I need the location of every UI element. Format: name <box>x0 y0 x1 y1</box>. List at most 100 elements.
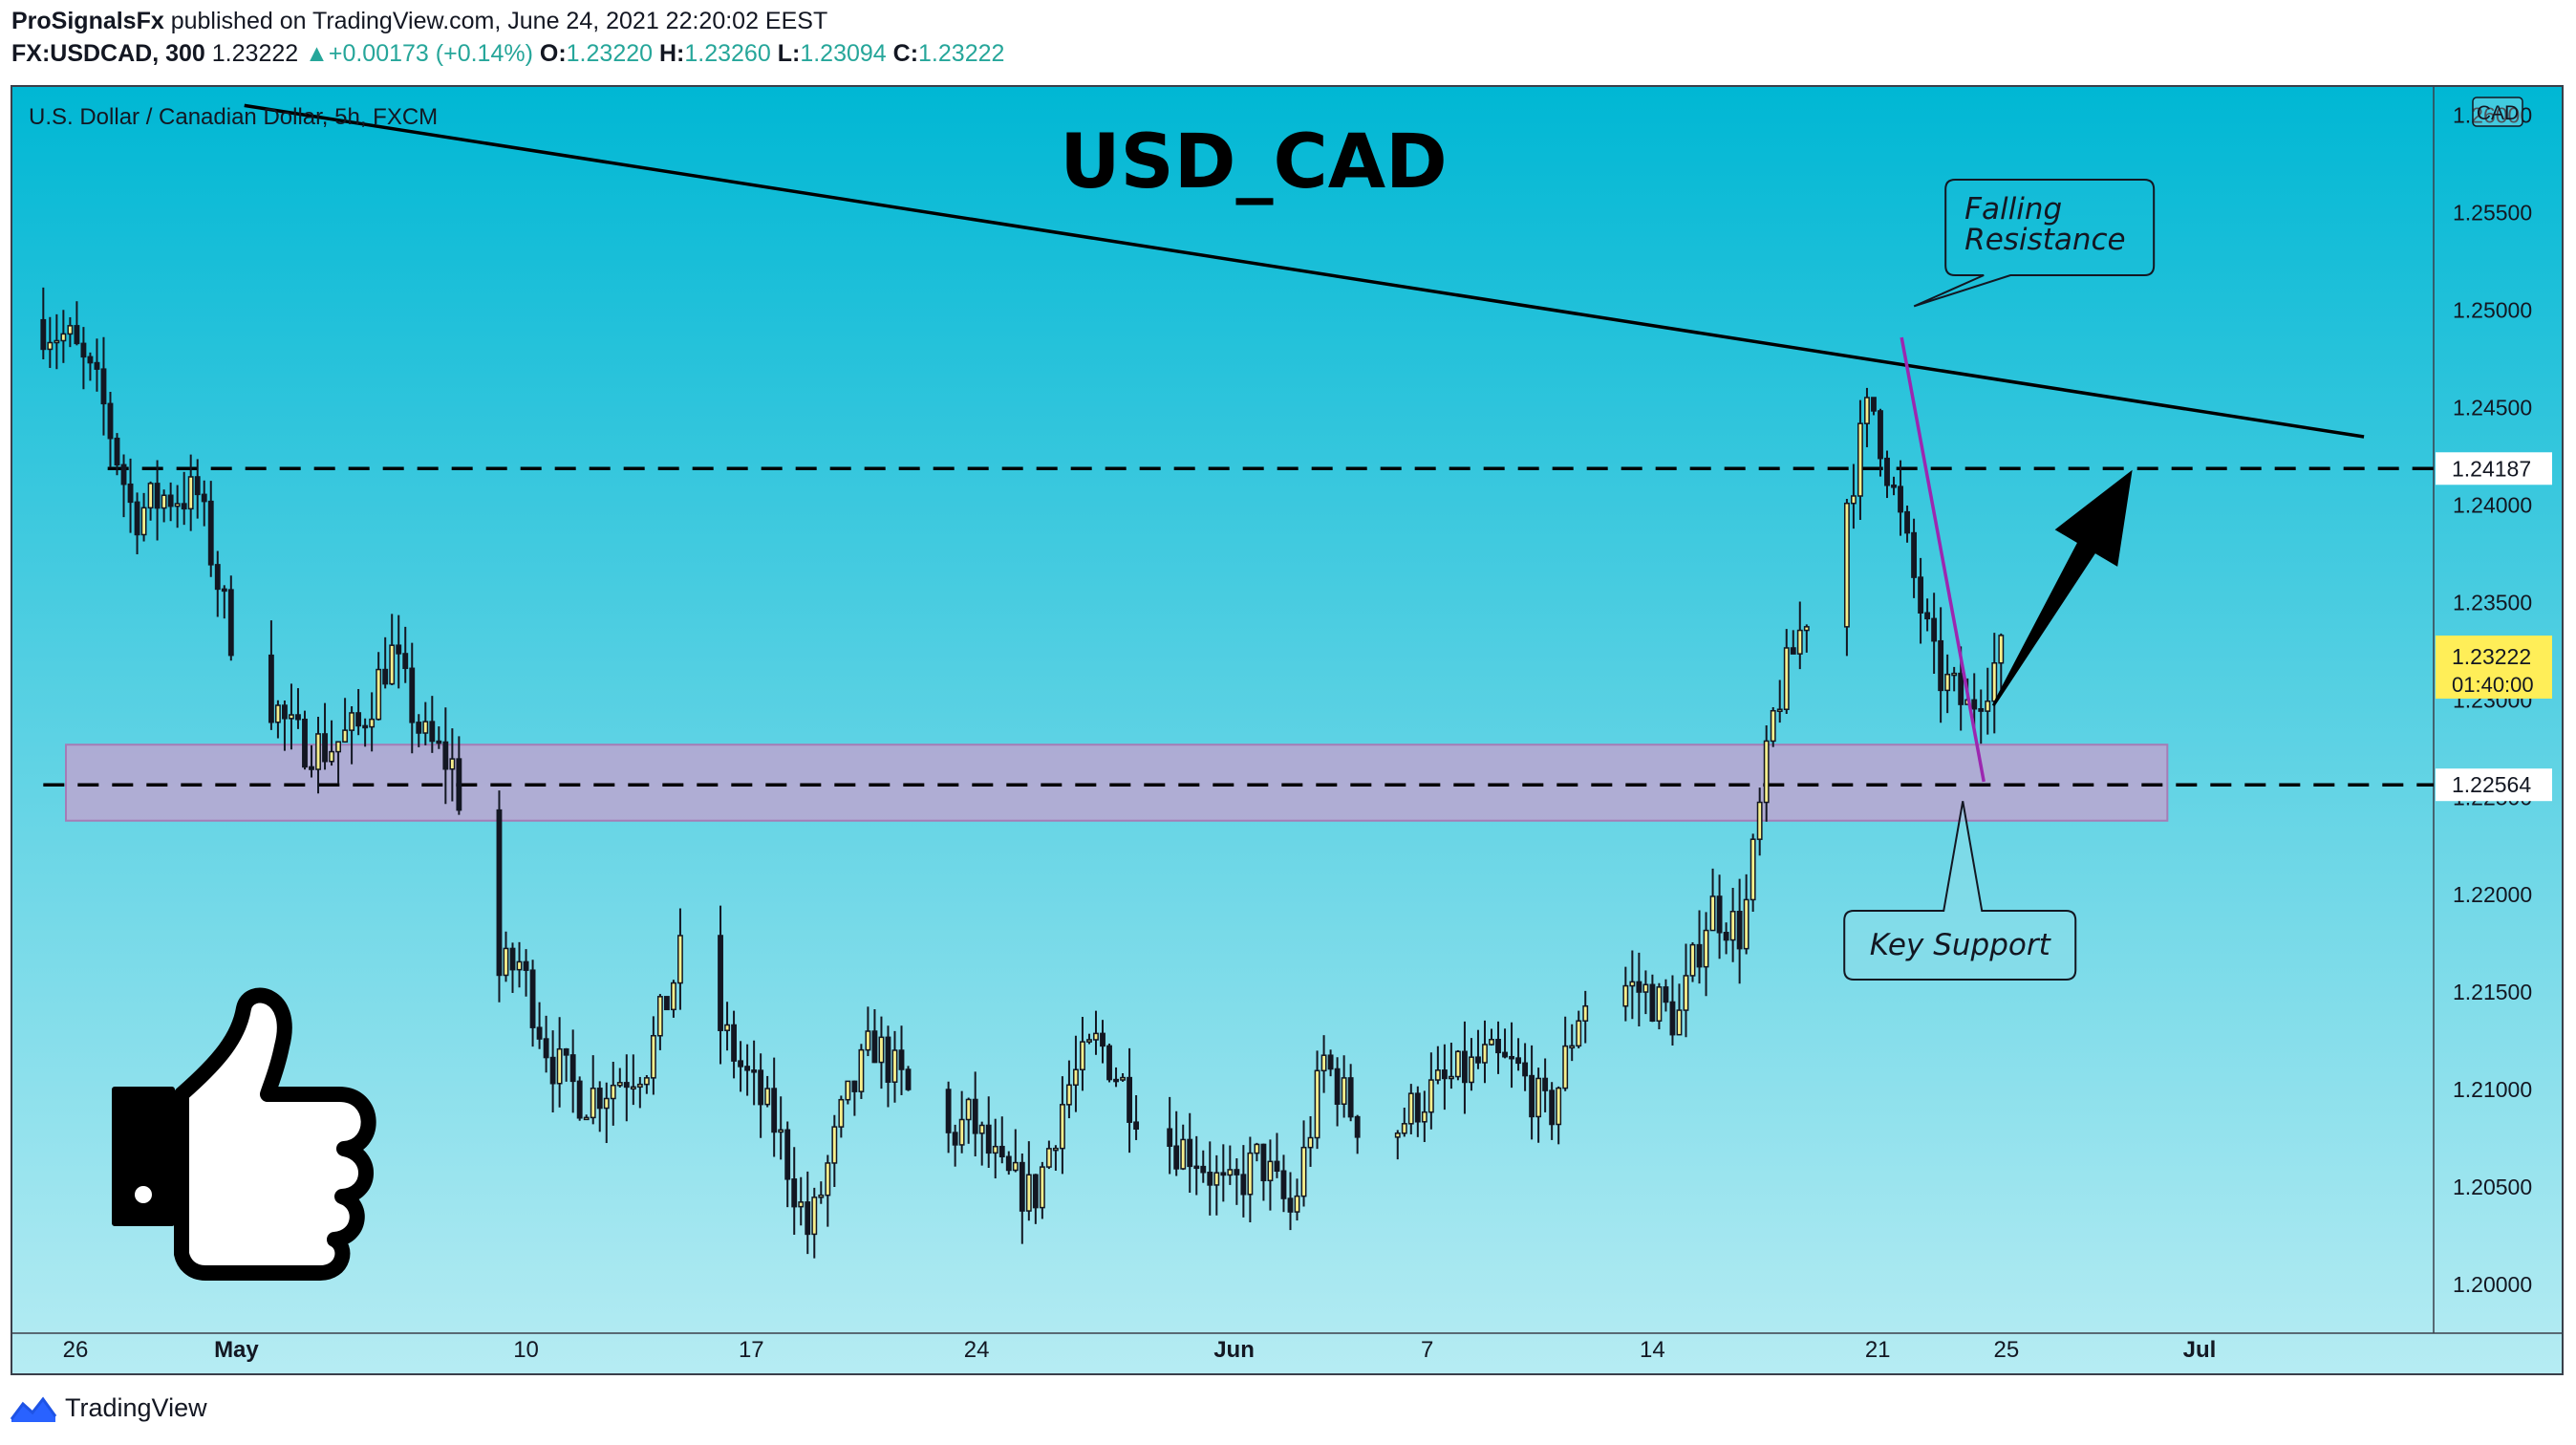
candle <box>120 454 127 518</box>
candle <box>1280 1154 1287 1213</box>
time-tick-label: Jul <box>2183 1337 2217 1363</box>
high-value: 1.23260 <box>684 40 771 67</box>
candle <box>416 714 422 747</box>
candle <box>1770 706 1776 747</box>
candle <box>1066 1060 1072 1119</box>
candle <box>1341 1055 1347 1118</box>
candle <box>496 790 503 1003</box>
candle <box>858 1044 865 1099</box>
candle <box>1227 1145 1234 1185</box>
price-tick-label: 1.23500 <box>2453 590 2532 615</box>
high-label: H: <box>658 40 685 67</box>
thumbs-up-icon <box>112 987 376 1281</box>
footer-brand[interactable]: TradingView <box>65 1393 207 1422</box>
time-tick-label: 25 <box>1994 1337 2020 1363</box>
candle <box>1796 601 1803 670</box>
candle <box>1884 450 1890 499</box>
candle <box>1723 922 1729 955</box>
candle <box>309 744 314 778</box>
falling-resistance-line[interactable] <box>244 103 2365 439</box>
candle <box>1475 1029 1481 1069</box>
candle <box>751 1040 758 1106</box>
candle <box>127 458 134 533</box>
candle <box>670 980 676 1018</box>
time-tick-label: 24 <box>964 1337 990 1363</box>
candle <box>187 454 194 531</box>
candle <box>771 1057 778 1157</box>
currency-badge[interactable]: CAD <box>2472 97 2523 127</box>
candle <box>1469 1038 1474 1091</box>
candle <box>1878 408 1883 477</box>
change-up-icon: ▲ <box>305 40 329 67</box>
candle <box>355 688 362 736</box>
last-price-tag[interactable]: 1.23222 01:40:00 <box>2436 636 2552 700</box>
symbol-label[interactable]: FX:USDCAD, 300 <box>11 40 205 67</box>
candle <box>1334 1057 1341 1127</box>
candle <box>1938 607 1944 723</box>
candle <box>429 696 436 753</box>
candle <box>1300 1120 1307 1207</box>
candle <box>369 692 376 752</box>
candle <box>878 1016 885 1089</box>
price-tick-label: 1.25000 <box>2453 297 2532 322</box>
candle <box>1012 1129 1019 1173</box>
candle <box>1743 873 1750 955</box>
time-tick-label: 14 <box>1640 1337 1665 1363</box>
candle <box>87 352 94 381</box>
candle <box>952 1124 958 1167</box>
level-price-tag[interactable]: 1.24187 <box>2436 452 2552 485</box>
candle <box>845 1080 851 1105</box>
candle <box>825 1154 831 1227</box>
candle <box>1515 1038 1521 1071</box>
candle <box>194 459 201 519</box>
tradingview-logo-icon[interactable] <box>10 1394 57 1423</box>
callout-text: Falling <box>1964 192 2062 226</box>
candle <box>1716 874 1723 960</box>
candle <box>978 1121 985 1166</box>
candle <box>1287 1172 1294 1231</box>
candles <box>40 287 2005 1259</box>
candle <box>650 1016 656 1095</box>
candle <box>1320 1035 1327 1093</box>
candle <box>315 716 321 794</box>
candle <box>167 482 174 522</box>
candle <box>100 336 107 436</box>
candle <box>1522 1043 1529 1091</box>
candle <box>329 720 334 766</box>
candle <box>289 683 294 750</box>
bullish-arrow-icon[interactable] <box>1991 469 2133 707</box>
candle <box>945 1081 952 1154</box>
candle <box>1100 1020 1106 1064</box>
candle <box>1656 982 1663 1030</box>
candle <box>569 1029 576 1113</box>
candle <box>1005 1151 1012 1175</box>
level-price-tag[interactable]: 1.22564 <box>2436 768 2552 802</box>
candle <box>838 1095 845 1138</box>
candle <box>784 1121 791 1208</box>
candle <box>529 960 536 1047</box>
candle <box>865 1006 871 1057</box>
candle <box>1073 1035 1079 1112</box>
callout-text: Resistance <box>1964 223 2125 257</box>
publisher-name[interactable]: ProSignalsFx <box>11 8 164 34</box>
candle <box>998 1116 1005 1164</box>
short-trendline[interactable] <box>1900 336 1986 783</box>
candle <box>549 1030 556 1112</box>
candle <box>1622 966 1629 1022</box>
price-change: +0.00173 (+0.14%) <box>328 40 533 67</box>
time-axis[interactable]: 26 May 10 17 24 Jun 7 14 21 25 Jul <box>63 1337 2217 1363</box>
candle <box>436 726 442 749</box>
candle <box>791 1147 798 1236</box>
callout-key-support[interactable]: Key Support <box>1843 801 2077 981</box>
support-zone[interactable] <box>65 744 2169 822</box>
candle <box>147 481 154 521</box>
candle <box>556 1017 563 1108</box>
candle <box>905 1066 912 1091</box>
candle <box>274 700 281 739</box>
candle <box>201 480 207 527</box>
candle <box>1750 833 1756 913</box>
candle <box>1120 1072 1126 1082</box>
last-price-label: 1.23222 <box>2452 644 2531 669</box>
